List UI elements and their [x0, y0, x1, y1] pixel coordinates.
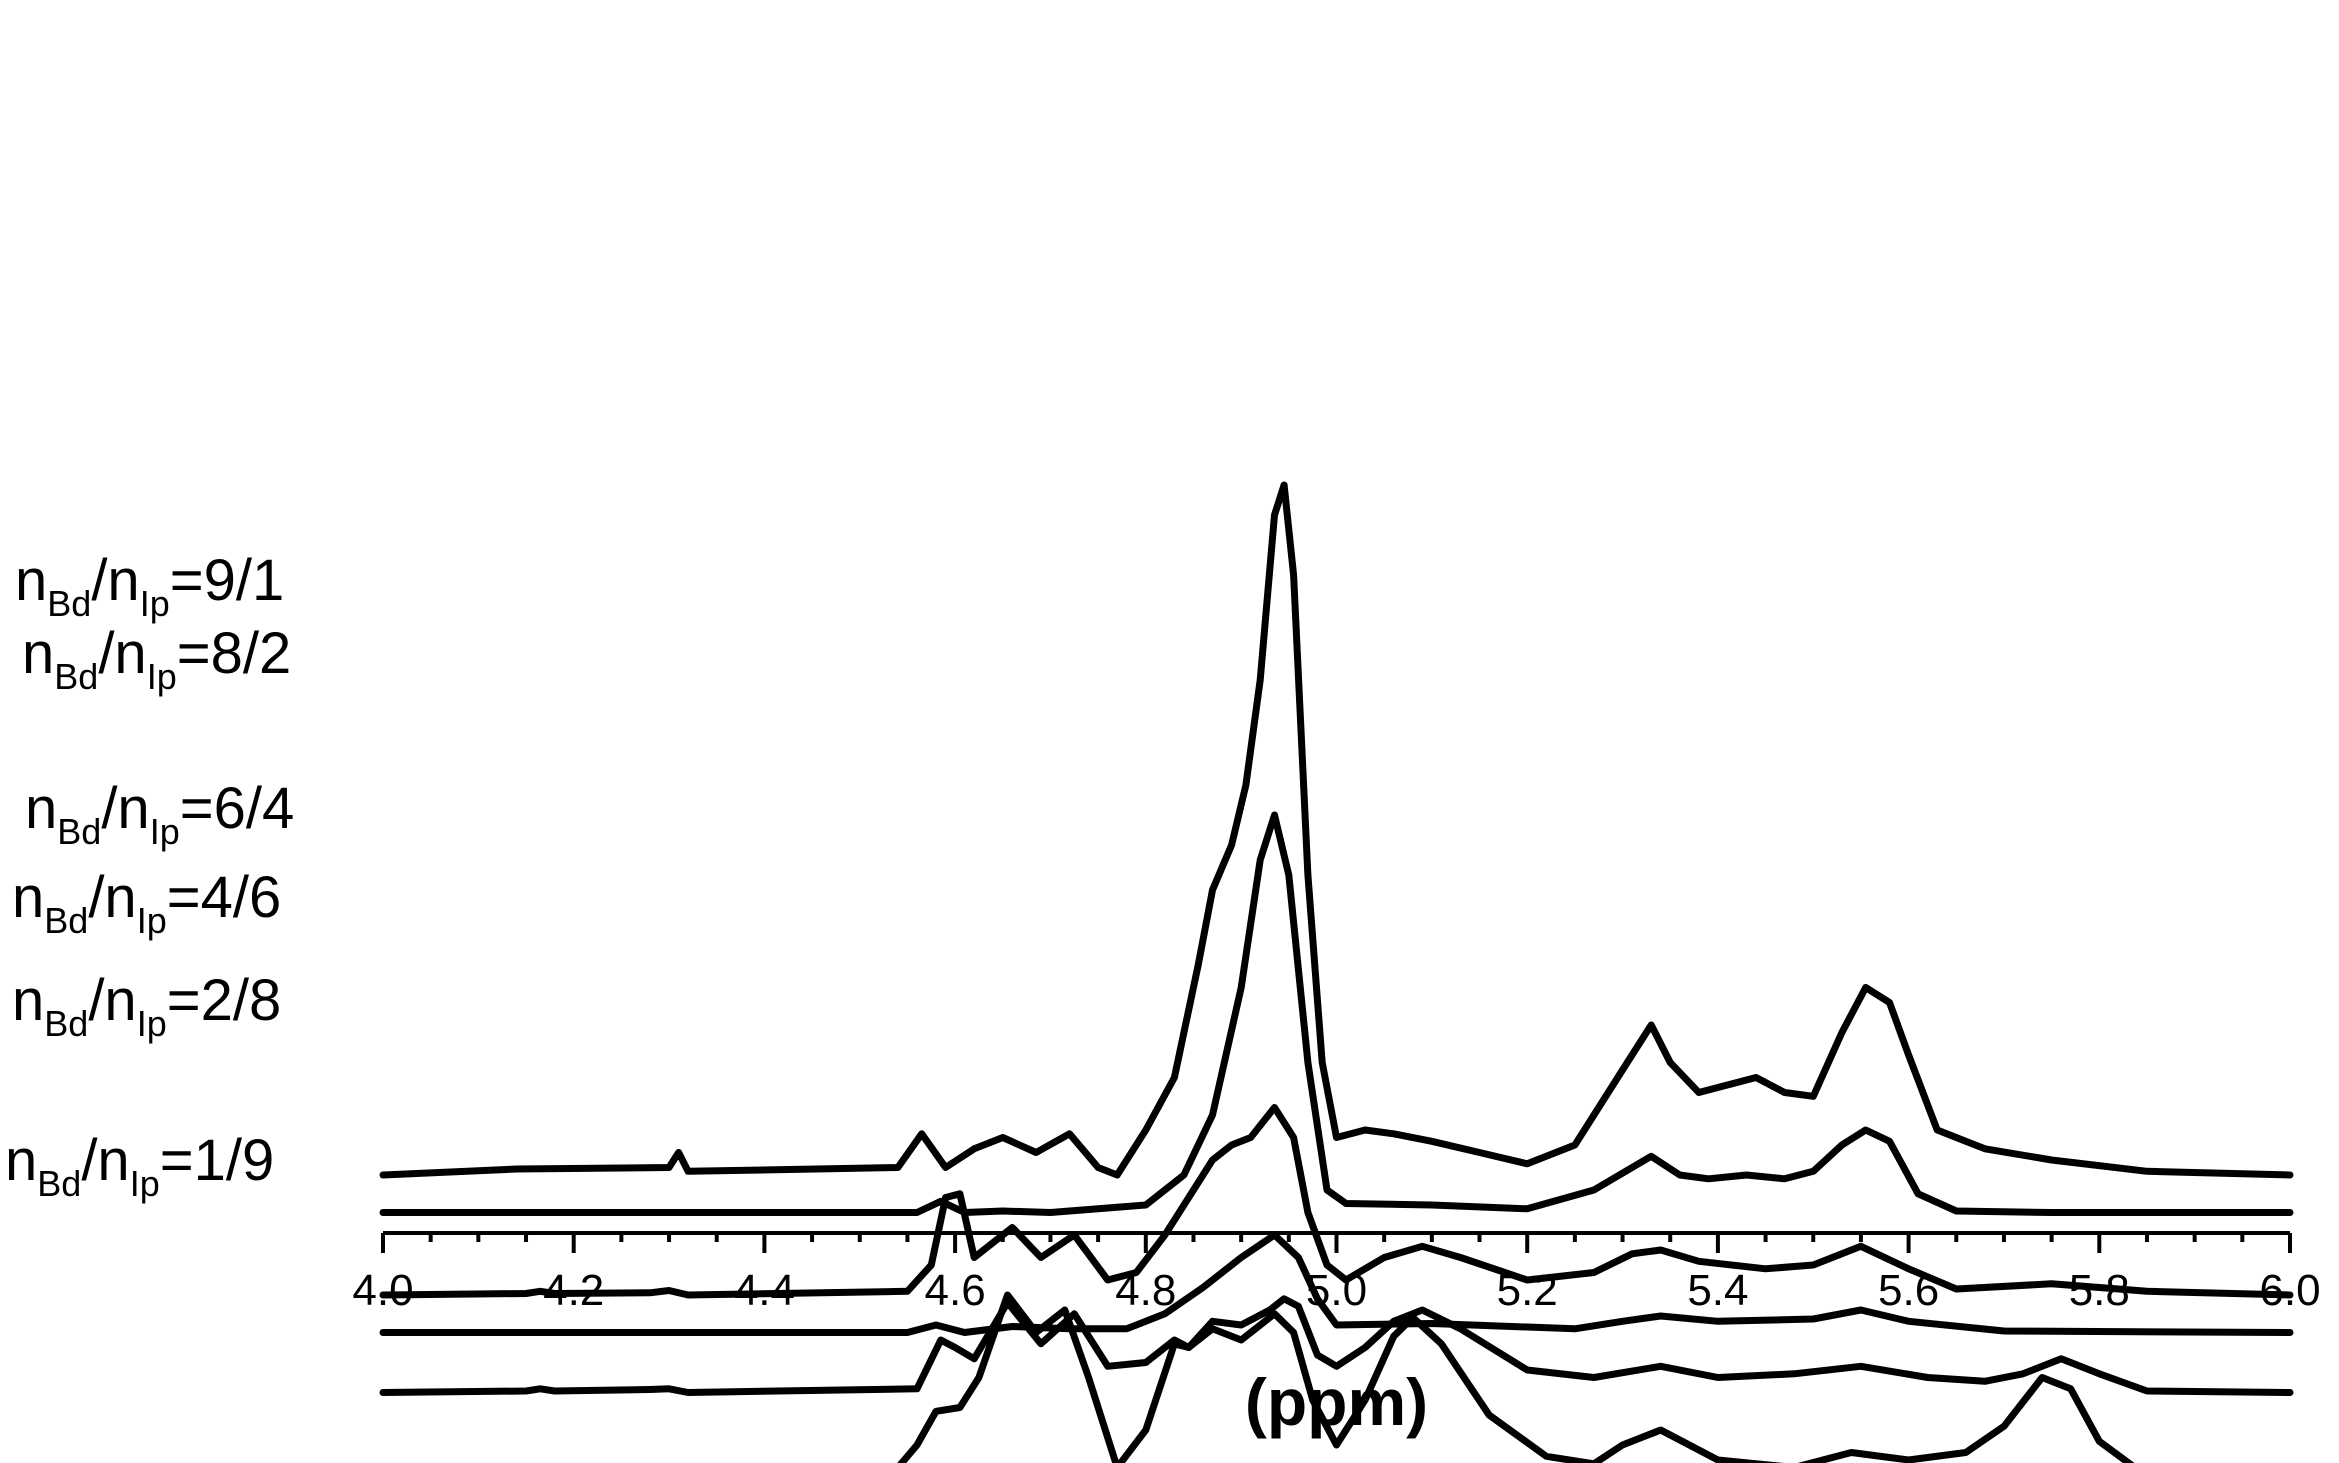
x-tick-label: 5.4: [1687, 1266, 1748, 1315]
x-axis: 4.0 4.2 4.4 4.6 4.8 5.0 5.2 5.4 5.6 5.8 6.0: [352, 1231, 2321, 1315]
spectrum-trace-5: [379, 1295, 2294, 1396]
series-label-5: nBd/nIp=2/8: [12, 968, 281, 1044]
series-label-6: nBd/nIp=1/9: [5, 1128, 274, 1204]
x-tick-label: 5.6: [1878, 1266, 1939, 1315]
series-label-3: nBd/nIp=6/4: [25, 776, 294, 852]
spectrum-trace-4: [379, 1231, 2294, 1336]
spectrum-trace-6: [897, 1291, 2135, 1463]
x-tick-label: 6.0: [2259, 1266, 2320, 1315]
x-tick-label: 5.8: [2069, 1266, 2130, 1315]
spectrum-trace-1: [379, 481, 2294, 1179]
spectrum-trace-3: [379, 1104, 2294, 1299]
x-tick-label: 5.2: [1497, 1266, 1558, 1315]
x-tick-label: 5.0: [1306, 1266, 1367, 1315]
x-tick-label: 4.4: [734, 1266, 795, 1315]
x-tick-label: 4.8: [1115, 1266, 1176, 1315]
series-label-4: nBd/nIp=4/6: [12, 865, 281, 941]
x-axis-title: (ppm): [1245, 1365, 1428, 1439]
series-label-1: nBd/nIp=9/1: [15, 548, 284, 624]
spectrum-traces: [379, 481, 2294, 1463]
x-tick-label: 4.0: [352, 1266, 413, 1315]
x-tick-label: 4.6: [925, 1266, 986, 1315]
x-tick-label: 4.2: [543, 1266, 604, 1315]
spectrum-trace-2: [379, 811, 2294, 1216]
series-label-2: nBd/nIp=8/2: [22, 621, 291, 697]
